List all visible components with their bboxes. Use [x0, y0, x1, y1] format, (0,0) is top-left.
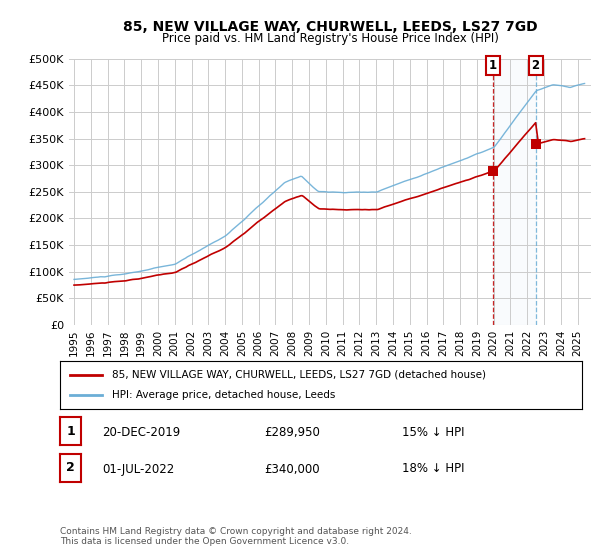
- Text: 2: 2: [532, 59, 539, 72]
- Text: 01-JUL-2022: 01-JUL-2022: [102, 463, 174, 475]
- Text: 18% ↓ HPI: 18% ↓ HPI: [402, 463, 464, 475]
- Text: 85, NEW VILLAGE WAY, CHURWELL, LEEDS, LS27 7GD (detached house): 85, NEW VILLAGE WAY, CHURWELL, LEEDS, LS…: [112, 370, 486, 380]
- Text: HPI: Average price, detached house, Leeds: HPI: Average price, detached house, Leed…: [112, 390, 335, 400]
- Text: 85, NEW VILLAGE WAY, CHURWELL, LEEDS, LS27 7GD: 85, NEW VILLAGE WAY, CHURWELL, LEEDS, LS…: [122, 20, 538, 34]
- Text: Contains HM Land Registry data © Crown copyright and database right 2024.
This d: Contains HM Land Registry data © Crown c…: [60, 526, 412, 546]
- Text: 20-DEC-2019: 20-DEC-2019: [102, 426, 180, 439]
- Text: 15% ↓ HPI: 15% ↓ HPI: [402, 426, 464, 439]
- Text: £340,000: £340,000: [264, 463, 320, 475]
- Text: £289,950: £289,950: [264, 426, 320, 439]
- Text: Price paid vs. HM Land Registry's House Price Index (HPI): Price paid vs. HM Land Registry's House …: [161, 32, 499, 45]
- Text: 1: 1: [489, 59, 497, 72]
- Bar: [493, 59, 536, 325]
- Text: 2: 2: [66, 461, 75, 474]
- Text: 1: 1: [66, 424, 75, 438]
